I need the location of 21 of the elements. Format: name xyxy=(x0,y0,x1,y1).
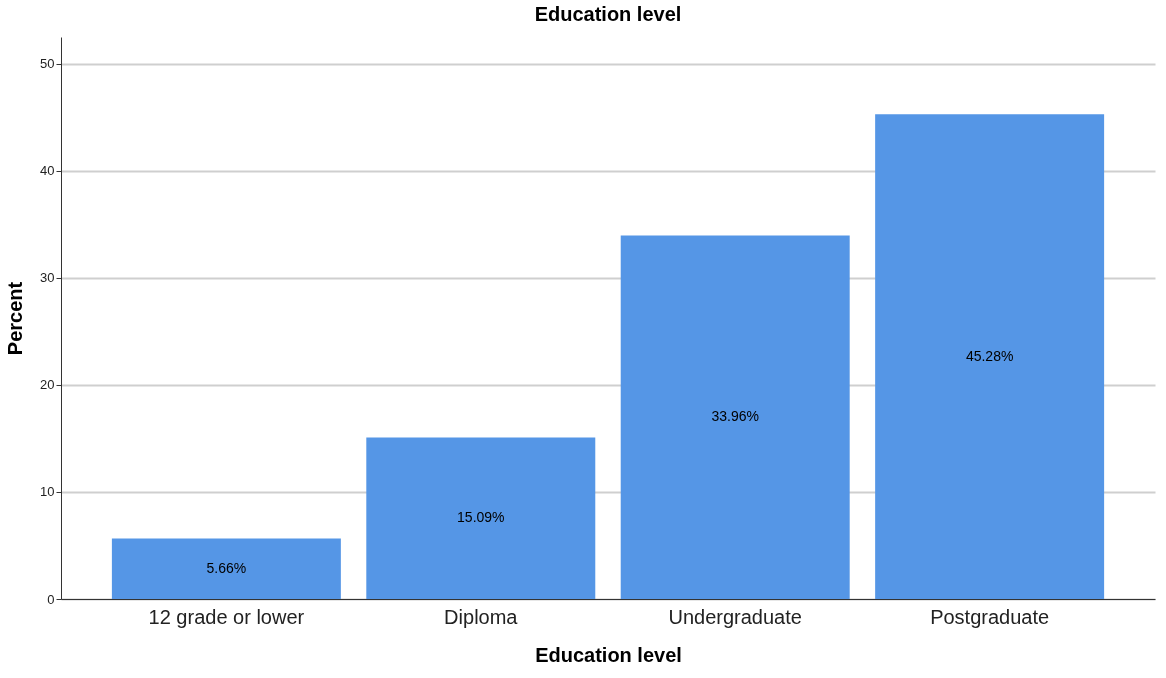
data-label: 33.96% xyxy=(711,408,759,425)
chart-title: Education level xyxy=(534,3,682,25)
data-label: 45.28% xyxy=(965,347,1014,364)
y-tick-label: 10 xyxy=(40,484,55,500)
data-label: 5.66% xyxy=(206,559,247,576)
y-tick-label: 50 xyxy=(40,56,55,72)
x-tick-label: 12 grade or lower xyxy=(148,605,305,628)
x-tick-label: Postgraduate xyxy=(930,605,1050,628)
y-tick-label: 30 xyxy=(40,270,55,286)
y-tick-label: 20 xyxy=(40,377,55,393)
y-tick-label: 0 xyxy=(47,591,55,607)
x-tick-label: Diploma xyxy=(444,605,519,628)
x-axis-title: Education level xyxy=(535,643,682,666)
bar xyxy=(875,114,1105,599)
x-tick-label: Undergraduate xyxy=(668,605,802,628)
bar xyxy=(366,437,596,599)
bar xyxy=(620,235,850,599)
data-label: 15.09% xyxy=(457,509,505,526)
y-axis-title: Percent xyxy=(4,281,27,356)
y-tick-label: 40 xyxy=(40,163,55,179)
bar xyxy=(111,538,341,599)
